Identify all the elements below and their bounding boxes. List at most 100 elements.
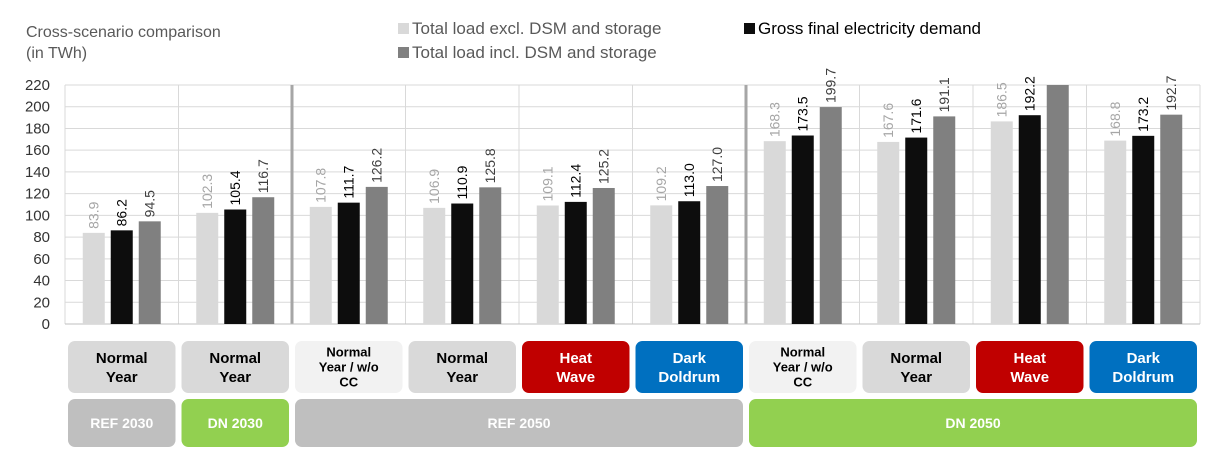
category-box: [408, 341, 516, 393]
bar: [678, 201, 701, 324]
category-label: Wave: [1010, 369, 1049, 386]
value-label: 192.2: [1022, 76, 1038, 111]
legend-label: Total load excl. DSM and storage: [412, 19, 661, 38]
category-label: Dark: [673, 350, 707, 367]
category-label: CC: [793, 375, 812, 390]
scenario-group-label: DN 2050: [945, 415, 1000, 431]
bar: [110, 230, 133, 324]
value-label: 94.5: [142, 190, 158, 217]
y-tick-label: 140: [25, 164, 50, 181]
value-label: 102.3: [199, 174, 215, 209]
category-label: Heat: [559, 350, 592, 367]
y-tick-label: 0: [42, 316, 50, 333]
y-tick-label: 20: [33, 294, 50, 311]
bar: [1018, 115, 1041, 324]
legend-swatch: [744, 23, 755, 34]
category-label: Year / w/o: [773, 360, 833, 375]
y-tick-label: 180: [25, 120, 50, 137]
category-label: Doldrum: [1112, 369, 1174, 386]
category-label: Year: [900, 369, 932, 386]
bar: [592, 187, 615, 324]
value-label: 168.3: [767, 102, 783, 137]
value-label: 171.6: [908, 98, 924, 133]
category-box: [635, 341, 743, 393]
bar: [337, 202, 360, 324]
bar: [479, 187, 502, 324]
category-box: [1089, 341, 1197, 393]
scenario-group-label: REF 2050: [487, 415, 550, 431]
category-box: [68, 341, 176, 393]
category-box: [976, 341, 1084, 393]
bar: [905, 137, 928, 324]
y-tick-label: 80: [33, 229, 50, 246]
legend-swatch: [398, 47, 409, 58]
bar: [990, 121, 1013, 324]
category-box: [749, 341, 857, 393]
bar: [650, 205, 673, 324]
scenario-group-box: [749, 399, 1197, 447]
y-tick-label: 40: [33, 273, 50, 290]
y-tick-label: 60: [33, 251, 50, 268]
category-label: Normal: [890, 350, 942, 367]
category-label: Dark: [1127, 350, 1161, 367]
scenario-group-box: [68, 399, 176, 447]
value-label: 186.5: [994, 82, 1010, 117]
value-label: 86.2: [114, 199, 130, 226]
bar: [564, 201, 587, 324]
legend-label: Gross final electricity demand: [758, 19, 981, 38]
value-label: 125.8: [482, 148, 498, 183]
bar: [423, 207, 446, 324]
value-label: 112.4: [568, 164, 584, 198]
category-label: Normal: [326, 345, 371, 360]
category-label: CC: [339, 375, 358, 390]
legend-swatch: [398, 23, 409, 34]
y-tick-label: 200: [25, 99, 50, 116]
bar: [536, 205, 559, 324]
category-label: Wave: [556, 369, 595, 386]
category-box: [522, 341, 630, 393]
scenario-group-boxes: REF 2030 DN 2030 REF 2050 DN 2050: [68, 399, 1197, 447]
value-label: 109.2: [653, 166, 669, 201]
bars: [82, 85, 1183, 325]
y-axis: 0 20 40 60 80 100 120 140 160 180 200 220: [25, 77, 50, 333]
value-label: 111.7: [341, 165, 357, 198]
category-label: Year: [219, 369, 251, 386]
category-label: Normal: [96, 350, 148, 367]
value-label: 125.2: [596, 149, 612, 184]
value-label: 110.9: [454, 165, 470, 199]
value-label: 116.7: [255, 159, 271, 193]
bar: [224, 209, 247, 324]
value-label: 113.0: [681, 163, 697, 197]
legend-label: Total load incl. DSM and storage: [412, 43, 657, 62]
y-tick-label: 220: [25, 77, 50, 94]
chart-title: Cross-scenario comparison: [26, 24, 221, 41]
scenario-group-box: [181, 399, 289, 447]
value-label: 83.9: [86, 201, 102, 228]
value-label: 107.8: [313, 168, 329, 203]
bar: [791, 135, 814, 324]
bar: [252, 197, 275, 324]
value-label: 167.6: [880, 103, 896, 138]
category-box: [295, 341, 403, 393]
value-label: 192.7: [1163, 75, 1179, 110]
legend: Total load excl. DSM and storage Total lo…: [398, 19, 981, 62]
bar: [933, 116, 956, 325]
bar: [309, 206, 332, 324]
chart-unit: (in TWh): [26, 45, 87, 62]
category-box: [862, 341, 970, 393]
value-labels: 83.9 86.2 94.5 102.3 105.4 116.7 107.8 111.7 126…: [86, 68, 1180, 229]
value-label: 173.2: [1135, 97, 1151, 132]
value-label: 126.2: [369, 148, 385, 183]
value-label: 191.1: [936, 77, 952, 112]
bar: [82, 232, 105, 324]
category-label: Year: [106, 369, 138, 386]
bar: [877, 141, 900, 324]
value-label: 106.9: [426, 169, 442, 204]
scenario-group-label: REF 2030: [90, 415, 153, 431]
scenario-group-box: [295, 399, 743, 447]
category-label: Heat: [1013, 350, 1046, 367]
bar: [1104, 140, 1127, 324]
bar: [1132, 135, 1155, 324]
